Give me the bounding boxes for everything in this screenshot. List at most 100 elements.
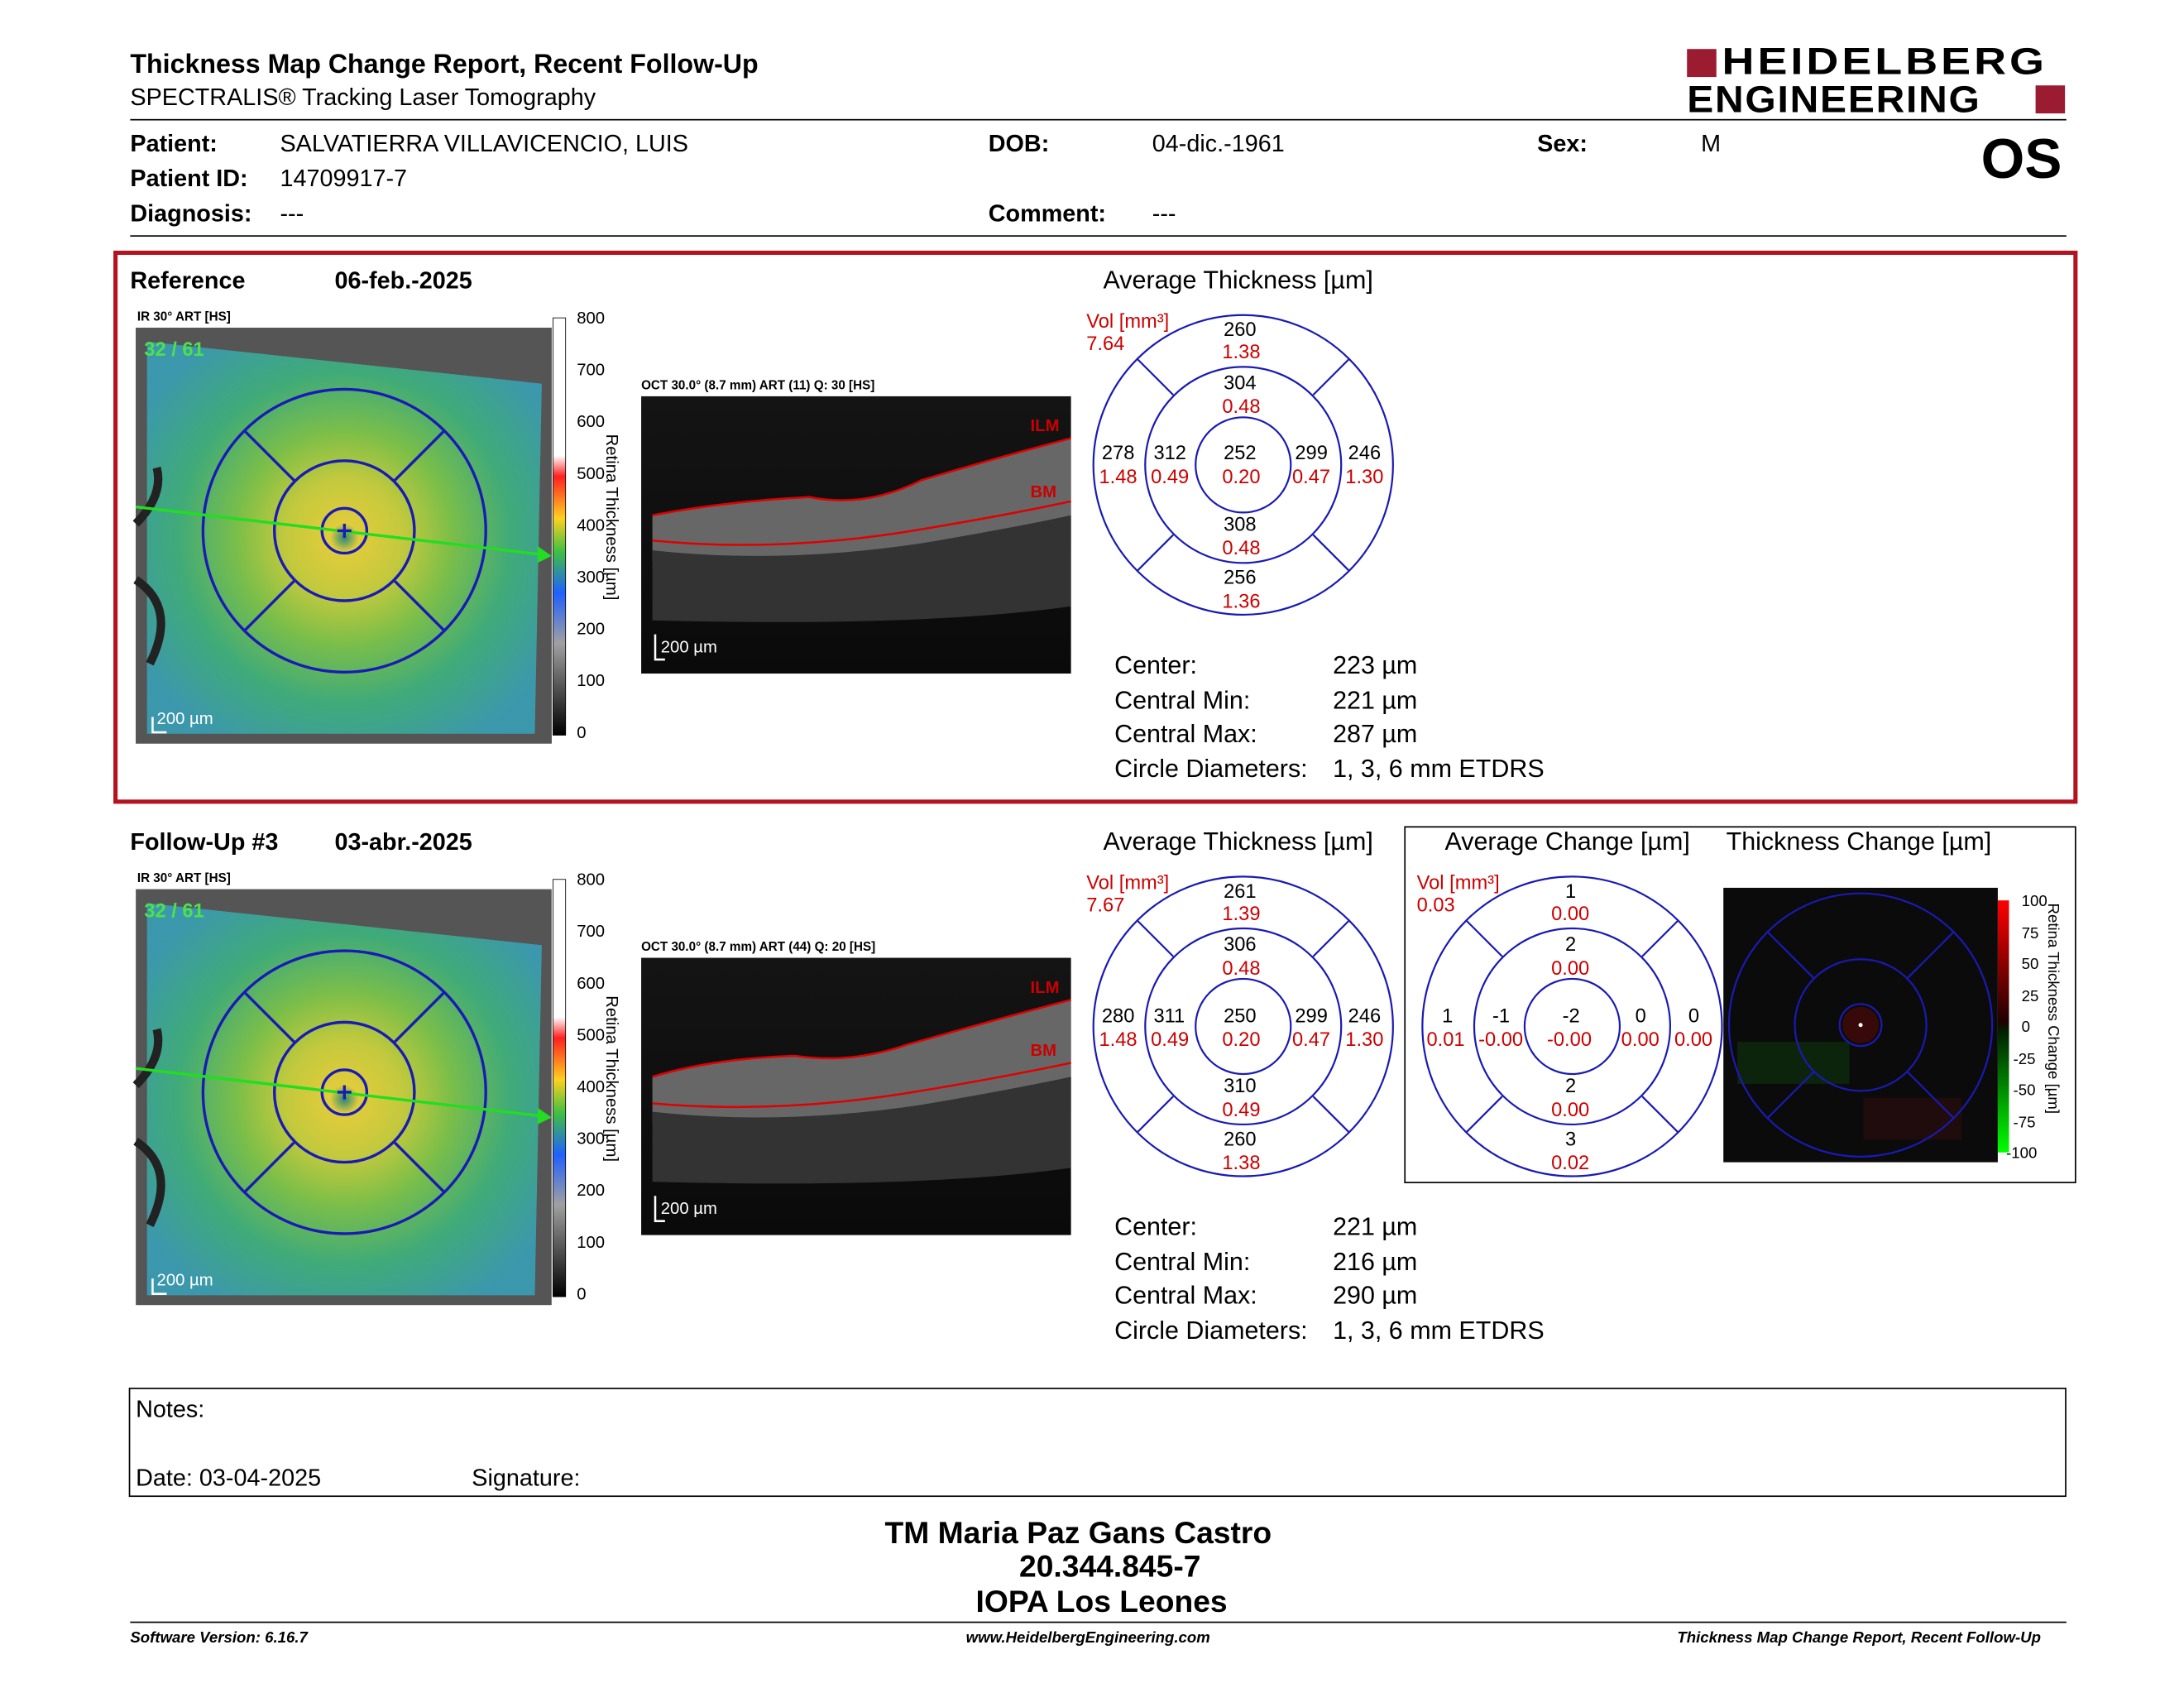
- report-subtitle: SPECTRALIS® Tracking Laser Tomography: [130, 84, 596, 111]
- etdrs-volume: 1.39: [1222, 901, 1261, 924]
- central-min-label: Central Min:: [1114, 1247, 1251, 1276]
- etdrs-value: 308: [1224, 512, 1257, 535]
- diagnosis-value: ---: [280, 199, 304, 228]
- colorbar-title: Retina Thickness [µm]: [602, 995, 620, 1162]
- etdrs-value: 304: [1224, 371, 1257, 394]
- etdrs-value: 280: [1101, 1004, 1135, 1027]
- etdrs-volume: 0.49: [1151, 1028, 1190, 1051]
- etdrs-value: 2: [1564, 933, 1577, 956]
- colorbar-tick: 400: [577, 516, 605, 535]
- etdrs-value: 1: [1442, 1004, 1454, 1027]
- eye-indicator: OS: [1980, 128, 2062, 191]
- etdrs-volume: 1.48: [1099, 1028, 1138, 1051]
- change-etdrs-grid: [1421, 875, 1723, 1177]
- etdrs-value: 246: [1348, 1004, 1382, 1027]
- followup-etdrs-grid: [1092, 875, 1394, 1177]
- etdrs-volume: 1.48: [1099, 464, 1138, 487]
- followup-ilm-label: ILM: [1031, 979, 1060, 997]
- etdrs-value: 299: [1295, 1004, 1328, 1027]
- footer-divider: [130, 1621, 2067, 1623]
- etdrs-value: 1: [1564, 879, 1577, 902]
- etdrs-value: 0: [1635, 1004, 1646, 1027]
- report-title: Thickness Map Change Report, Recent Foll…: [130, 50, 759, 80]
- colorbar-tick: 300: [577, 568, 605, 587]
- central-max-label: Central Max:: [1114, 719, 1257, 748]
- etdrs-volume: 0.02: [1551, 1151, 1590, 1174]
- etdrs-volume: 0.47: [1291, 464, 1331, 487]
- website-link[interactable]: www.HeidelbergEngineering.com: [965, 1629, 1210, 1647]
- patient-divider: [130, 235, 2067, 237]
- patient-id-value: 14709917-7: [280, 165, 408, 192]
- diagnosis-label: Diagnosis:: [130, 199, 252, 228]
- central-max-label: Central Max:: [1114, 1281, 1257, 1310]
- etdrs-value: 252: [1224, 441, 1257, 464]
- etdrs-volume: 0.20: [1222, 464, 1261, 487]
- colorbar-tick: 0: [577, 1285, 586, 1303]
- center-label: Center:: [1114, 650, 1197, 679]
- central-max-value: 287 µm: [1333, 719, 1418, 748]
- etdrs-value: 310: [1224, 1073, 1257, 1097]
- followup-vol-value: 7.67: [1086, 893, 1125, 916]
- reference-ir-scale: 200 µm: [157, 710, 213, 728]
- etdrs-volume: 1.36: [1222, 589, 1261, 612]
- followup-oct-scale: 200 µm: [661, 1200, 717, 1218]
- notes-date: Date: 03-04-2025: [136, 1465, 322, 1492]
- colorbar-tick: 500: [577, 465, 605, 483]
- etdrs-volume: 0.48: [1222, 395, 1261, 418]
- reference-frame: [113, 250, 2078, 804]
- etdrs-value: 261: [1224, 879, 1257, 902]
- logo-text-bottom: ENGINEERING: [1687, 78, 1981, 121]
- reference-vol-label: Vol [mm³]: [1086, 309, 1170, 333]
- etdrs-volume: 0.00: [1551, 956, 1590, 979]
- central-min-value: 216 µm: [1333, 1247, 1418, 1276]
- colorbar-tick: 800: [577, 871, 605, 890]
- etdrs-volume: 0.00: [1674, 1028, 1713, 1051]
- thickness-change-map: [1723, 887, 1998, 1163]
- sex-label: Sex:: [1537, 130, 1588, 157]
- patient-id-label: Patient ID:: [130, 165, 248, 192]
- etdrs-volume: 1.38: [1222, 1151, 1261, 1174]
- etdrs-value: -1: [1492, 1004, 1511, 1027]
- circle-diameters-label: Circle Diameters:: [1114, 1316, 1308, 1345]
- followup-avg-title: Average Thickness [µm]: [1103, 827, 1373, 856]
- etdrs-volume: 0.49: [1151, 464, 1190, 487]
- change-colorbar-tick: 75: [2022, 924, 2039, 942]
- logo-square-bottom: [2035, 85, 2066, 114]
- reference-thickness-map: 32 / 61 200 µm: [132, 327, 552, 744]
- change-map-title: Thickness Change [µm]: [1726, 827, 1992, 856]
- colorbar-tick: 0: [577, 724, 586, 742]
- followup-ir-overlay: 32 / 61: [144, 900, 204, 922]
- followup-colorbar: 800 700 600 500 400 300 200 100 0 Retina…: [553, 871, 620, 1303]
- etdrs-value: 2: [1564, 1073, 1577, 1097]
- colorbar-tick: 500: [577, 1026, 605, 1044]
- reference-ilm-label: ILM: [1031, 417, 1060, 435]
- comment-value: ---: [1152, 199, 1176, 228]
- notes-label: Notes:: [136, 1396, 205, 1423]
- colorbar-tick: 700: [577, 923, 605, 941]
- circle-diameters-value: 1, 3, 6 mm ETDRS: [1333, 1316, 1545, 1345]
- etdrs-value: -2: [1562, 1004, 1580, 1027]
- followup-oct-label: OCT 30.0° (8.7 mm) ART (44) Q: 20 [HS]: [641, 939, 876, 954]
- center-value: 223 µm: [1333, 650, 1418, 679]
- technician-id: 20.344.845-7: [1018, 1548, 1201, 1584]
- change-colorbar-tick: -25: [2014, 1050, 2036, 1067]
- institution: IOPA Los Leones: [975, 1583, 1228, 1619]
- colorbar-tick: 200: [577, 621, 605, 639]
- etdrs-value: 3: [1564, 1127, 1577, 1150]
- change-colorbar-tick: -75: [2014, 1113, 2036, 1130]
- followup-oct-bscan: ILM BM 200 µm: [641, 957, 1071, 1235]
- change-colorbar: 100 75 50 25 0 -25 -50 -75 -100 Retina T…: [1997, 892, 2062, 1162]
- etdrs-value: 246: [1348, 441, 1382, 464]
- change-vol-label: Vol [mm³]: [1416, 870, 1500, 894]
- center-label: Center:: [1114, 1212, 1197, 1241]
- colorbar-tick: 100: [577, 1234, 605, 1252]
- reference-date: 06-feb.-2025: [334, 267, 472, 295]
- central-max-value: 290 µm: [1333, 1281, 1418, 1310]
- change-colorbar-tick: 50: [2022, 955, 2039, 972]
- etdrs-value: 260: [1224, 318, 1257, 341]
- reference-vol-value: 7.64: [1086, 332, 1125, 355]
- change-colorbar-tick: 25: [2022, 987, 2039, 1005]
- etdrs-value: 260: [1224, 1127, 1257, 1150]
- etdrs-volume: 0.48: [1222, 956, 1261, 979]
- etdrs-volume: 1.30: [1345, 464, 1384, 487]
